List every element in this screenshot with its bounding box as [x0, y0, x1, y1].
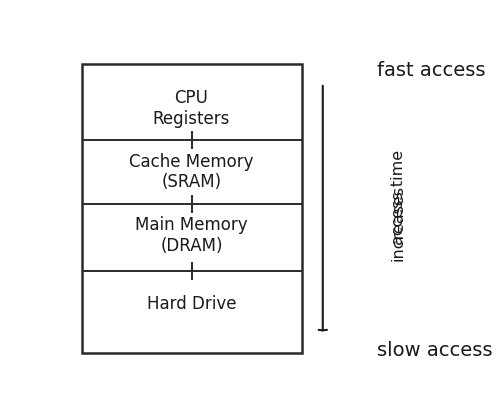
Text: CPU
Registers: CPU Registers — [153, 89, 230, 128]
Text: increases: increases — [390, 185, 405, 261]
Text: fast access: fast access — [377, 61, 485, 80]
FancyBboxPatch shape — [82, 64, 302, 353]
Text: Cache Memory
(SRAM): Cache Memory (SRAM) — [129, 152, 254, 191]
Text: slow access: slow access — [377, 341, 493, 360]
Text: Main Memory
(DRAM): Main Memory (DRAM) — [135, 216, 248, 255]
Text: Hard Drive: Hard Drive — [147, 295, 236, 313]
Text: access time: access time — [390, 150, 405, 245]
